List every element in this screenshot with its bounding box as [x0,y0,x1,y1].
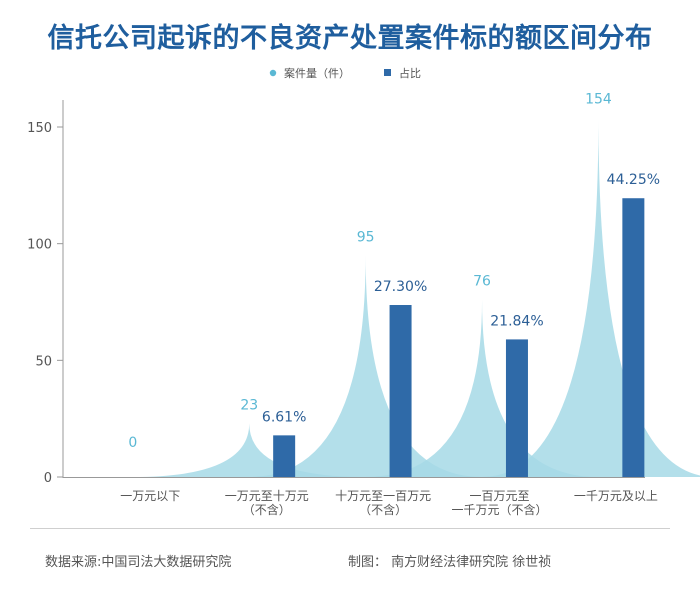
x-tick-label: 一万元以下 [120,489,180,503]
data-labels: 0 23 95 76 154 6.61% 27.30% 21.84% 44.25% [128,92,660,451]
legend-label-pct: 占比 [399,66,421,80]
legend-marker-pct [384,69,391,76]
count-spike [132,423,366,477]
legend: 案件量（件） 占比 [269,66,421,80]
pct-bar [389,305,412,477]
legend-marker-count [269,69,277,77]
x-ticks: 一万元以下 一万元至十万元（不含）十万元至一百万元（不含）一百万元至一千万元（不含… [120,489,658,517]
pct-series [273,198,645,477]
credit-note: 制图： 南方财经法律研究院 徐世祯 [348,555,552,570]
legend-label-count: 案件量（件） [284,66,350,80]
count-spike [482,117,700,477]
pct-bar [273,435,296,477]
x-tick-label: 一千万元（不含） [451,502,547,517]
x-tick-label: 一千万元及以上 [574,489,658,503]
axes [62,100,645,478]
x-tick-label: 十万元至一百万元 [335,489,431,503]
chart-title: 信托公司起诉的不良资产处置案件标的额区间分布 [47,23,653,54]
x-tick-label: 一百万元至 [469,489,529,503]
y-tick-label: 0 [44,471,52,486]
footer-divider [30,528,670,529]
pct-bar [622,198,645,477]
pct-value-label: 44.25% [607,172,660,188]
count-series [132,117,700,477]
count-spike [365,299,599,477]
x-tick-label: 一万元至十万元 [225,489,309,503]
y-tick-label: 150 [27,121,52,136]
x-tick-label: （不含） [359,502,407,517]
pct-value-label: 21.84% [490,313,543,329]
y-tick-label: 100 [27,238,52,253]
count-value-label: 154 [585,92,612,108]
count-value-label: 23 [240,397,258,413]
x-tick-label: （不含） [243,502,291,517]
pct-value-label: 27.30% [374,279,427,295]
y-tick-label: 50 [35,354,52,369]
count-spike [249,255,483,477]
y-ticks: 0 50 100 150 [27,121,63,486]
count-value-label: 76 [473,274,491,290]
pct-value-label: 6.61% [262,409,306,425]
count-value-label: 95 [357,229,375,245]
source-note: 数据来源:中国司法大数据研究院 [45,555,232,570]
count-value-label: 0 [128,435,137,451]
pct-bar [505,339,528,477]
